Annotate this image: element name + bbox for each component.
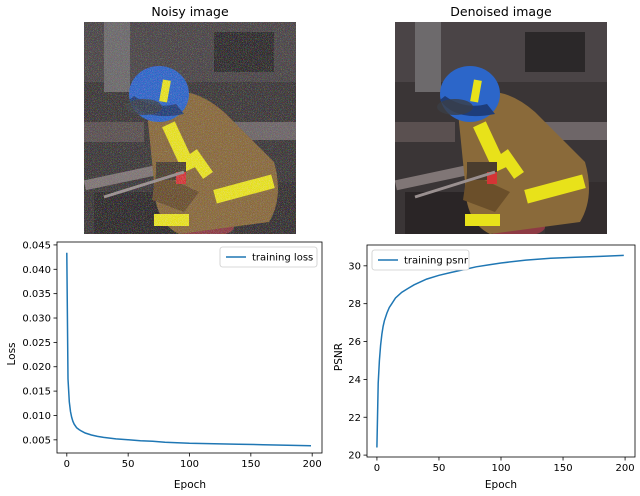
loss-legend: training loss (219, 246, 318, 268)
psnr-y-tick-label: 20 (348, 451, 361, 462)
psnr-y-tick-label: 30 (348, 261, 361, 272)
loss-x-tick-label: 50 (122, 459, 135, 470)
psnr-x-tick-label: 50 (433, 463, 446, 474)
loss-y-tick-label: 0.035 (22, 289, 51, 300)
psnr-x-axis-label: Epoch (485, 479, 517, 491)
loss-series-line (66, 252, 312, 447)
loss-y-tick-label: 0.045 (22, 240, 51, 251)
psnr-y-axis-label: PSNR (333, 343, 345, 371)
noisy-photo-svg (84, 22, 296, 234)
loss-x-axis-label: Epoch (174, 479, 206, 491)
psnr-x-tick-label: 0 (374, 463, 380, 474)
loss-y-tick-label: 0.025 (22, 338, 51, 349)
loss-y-tick-label: 0.015 (22, 387, 51, 398)
loss-x-tick-label: 0 (64, 459, 70, 470)
psnr-y-tick-label: 28 (348, 299, 361, 310)
loss-y-tick-label: 0.010 (22, 411, 51, 422)
psnr-series-line (376, 254, 624, 448)
denoised-image (395, 22, 607, 234)
denoised-photo-svg (395, 22, 607, 234)
loss-chart: Loss Epoch 0 50 100 150 200 0.005 0.010 0.015 0.… (6, 240, 323, 491)
loss-x-tick-label: 200 (303, 459, 322, 470)
loss-y-axis-label: Loss (6, 342, 18, 365)
loss-x-tick-label: 100 (180, 459, 199, 470)
loss-plot-frame (56, 241, 323, 454)
psnr-x-tick-label: 150 (553, 463, 572, 474)
psnr-y-tick-label: 26 (348, 337, 361, 348)
loss-y-tick-label: 0.040 (22, 265, 51, 276)
denoised-image-title: Denoised image (450, 4, 552, 19)
loss-y-tick-label: 0.005 (22, 435, 51, 446)
psnr-y-tick-label: 22 (348, 413, 361, 424)
psnr-x-tick-label: 100 (491, 463, 510, 474)
psnr-legend: training psnr (371, 249, 470, 271)
psnr-legend-box (371, 249, 470, 271)
loss-y-tick-label: 0.030 (22, 314, 51, 325)
psnr-x-tick-label: 200 (616, 463, 635, 474)
loss-legend-box (219, 246, 318, 268)
psnr-chart: PSNR Epoch 0 50 100 150 200 20 22 24 26 28 30 train… (333, 244, 636, 491)
psnr-y-tick-label: 24 (348, 375, 361, 386)
loss-y-tick-label: 0.020 (22, 362, 51, 373)
noisy-image-title: Noisy image (151, 4, 229, 19)
loss-legend-label: training loss (252, 253, 313, 264)
loss-x-tick-label: 150 (241, 459, 260, 470)
psnr-legend-label: training psnr (404, 256, 469, 267)
noisy-image (84, 22, 296, 234)
psnr-plot-frame (366, 244, 636, 458)
